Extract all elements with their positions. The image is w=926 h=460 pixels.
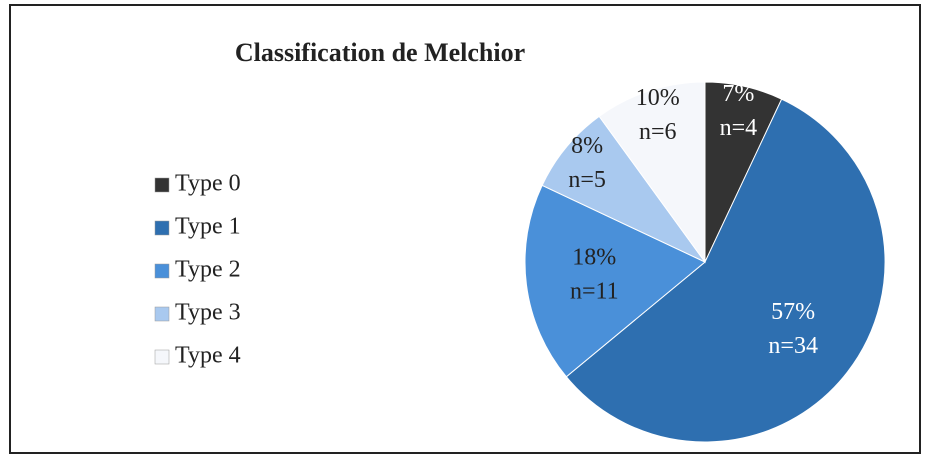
legend-label: Type 4 bbox=[175, 343, 241, 369]
count-label: n=6 bbox=[639, 119, 677, 145]
data-label: 18% bbox=[572, 244, 616, 270]
pie-slice bbox=[541, 115, 706, 263]
pie-slice bbox=[524, 184, 706, 378]
legend-label: Type 0 bbox=[175, 171, 241, 197]
count-label: n=5 bbox=[568, 167, 606, 193]
pie-slice bbox=[565, 98, 886, 443]
legend-label: Type 1 bbox=[175, 214, 241, 240]
legend-label: Type 3 bbox=[175, 300, 241, 326]
legend-swatch bbox=[154, 220, 170, 236]
legend-swatch bbox=[154, 263, 170, 279]
count-label: n=34 bbox=[768, 333, 818, 359]
legend-label: Type 2 bbox=[175, 257, 241, 283]
chart-title: Classification de Melchior bbox=[235, 38, 525, 67]
legend-swatch bbox=[154, 349, 170, 365]
data-label: 57% bbox=[771, 299, 815, 325]
data-label: 7% bbox=[722, 81, 754, 107]
count-label: n=11 bbox=[570, 278, 619, 304]
legend-swatch bbox=[154, 306, 170, 322]
data-label: 8% bbox=[571, 133, 603, 159]
data-label: 10% bbox=[636, 85, 680, 111]
pie-slice bbox=[598, 81, 706, 264]
legend-swatch bbox=[154, 177, 170, 193]
count-label: n=4 bbox=[720, 115, 758, 141]
